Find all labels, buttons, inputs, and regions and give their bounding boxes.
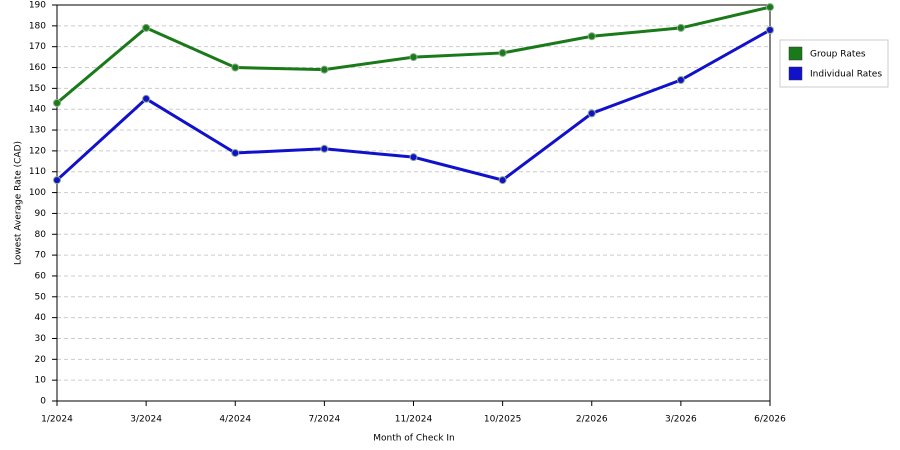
point [142, 94, 151, 103]
point [231, 63, 240, 72]
x-tick-label: 4/2024 [219, 415, 251, 425]
point [53, 176, 61, 185]
y-tick-label: 10 [35, 376, 47, 386]
legend-swatch [788, 46, 803, 61]
y-tick-label: 190 [29, 1, 46, 11]
x-tick-label: 10/2025 [484, 415, 521, 425]
point [587, 109, 596, 118]
x-tick-label: 1/2024 [41, 415, 73, 425]
point [766, 3, 774, 12]
y-tick-label: 100 [29, 188, 46, 198]
point [142, 23, 151, 32]
y-tick-label: 40 [35, 313, 47, 323]
x-tick-label: 11/2024 [395, 415, 433, 425]
legend-label: Group Rates [810, 50, 866, 60]
y-tick-label: 70 [35, 251, 47, 261]
y-axis-label: Lowest Average Rate (CAD) [14, 141, 24, 265]
point [409, 53, 418, 62]
y-tick-label: 90 [35, 209, 47, 219]
y-tick-label: 140 [29, 105, 46, 115]
y-tick-label: 180 [29, 21, 46, 31]
point [498, 48, 507, 57]
point [766, 26, 774, 35]
point [231, 148, 240, 157]
y-tick-label: 80 [35, 230, 47, 240]
point [587, 32, 596, 41]
y-tick-label: 160 [29, 63, 46, 73]
legend-label: Individual Rates [810, 70, 882, 80]
x-tick-label: 6/2026 [754, 415, 786, 425]
y-tick-label: 60 [35, 271, 47, 281]
y-tick-label: 50 [35, 292, 47, 302]
y-tick-label: 0 [40, 397, 46, 407]
y-tick-label: 170 [29, 42, 46, 52]
point [498, 176, 507, 185]
x-tick-label: 3/2026 [665, 415, 697, 425]
y-tick-label: 120 [29, 146, 46, 156]
y-tick-label: 130 [29, 126, 46, 136]
y-tick-label: 20 [35, 355, 47, 365]
legend-swatch [788, 66, 803, 81]
point [320, 144, 329, 153]
x-tick-label: 7/2024 [309, 415, 341, 425]
y-tick-label: 30 [35, 334, 47, 344]
y-tick-label: 150 [29, 84, 46, 94]
y-tick-label: 110 [29, 167, 46, 177]
point [320, 65, 329, 74]
point [409, 153, 418, 162]
point [676, 76, 685, 85]
point [676, 23, 685, 32]
x-tick-label: 2/2026 [576, 415, 608, 425]
point [53, 98, 61, 107]
x-axis-label: Month of Check In [373, 434, 455, 444]
x-tick-label: 3/2024 [130, 415, 162, 425]
